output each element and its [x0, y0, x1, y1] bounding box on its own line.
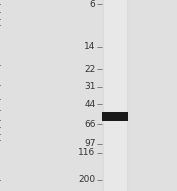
Text: 14: 14 — [84, 42, 96, 51]
Text: 200: 200 — [78, 175, 96, 184]
Text: 44: 44 — [84, 100, 96, 108]
Bar — [104, 0, 126, 191]
Text: 31: 31 — [84, 82, 96, 91]
Bar — [102, 112, 128, 121]
Text: 22: 22 — [84, 65, 96, 74]
Text: 66: 66 — [84, 120, 96, 129]
Text: 6: 6 — [90, 0, 96, 9]
Text: 97: 97 — [84, 139, 96, 148]
Bar — [103, 0, 127, 191]
Text: 116: 116 — [78, 148, 96, 157]
